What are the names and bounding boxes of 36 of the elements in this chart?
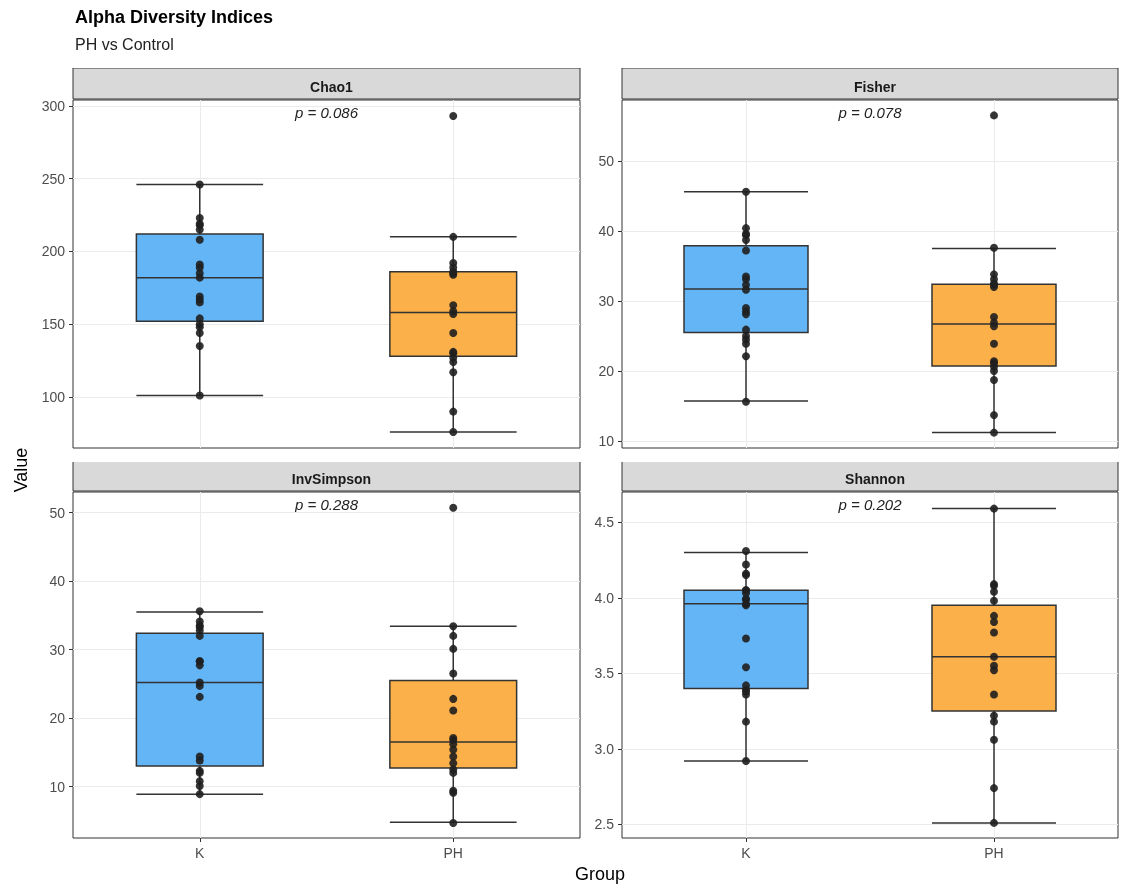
y-tick-label: 3.0	[594, 740, 615, 757]
y-tick-label: 200	[41, 243, 66, 260]
x-tick-label: PH	[443, 845, 463, 861]
y-tick-label: 4.5	[594, 514, 615, 531]
chart-title: Chao1	[310, 79, 354, 95]
chart-title: InvSimpson	[291, 471, 372, 487]
y-tick-label: 10	[49, 778, 66, 795]
y-tick-label: 250	[41, 170, 66, 187]
text: Group	[574, 864, 626, 885]
y-tick-label: 100	[41, 389, 66, 406]
y-tick-label: 50	[49, 504, 66, 521]
x-tick-label: PH	[984, 845, 1004, 861]
annotation: p = 0.202	[837, 496, 903, 513]
chart-title: Fisher	[853, 79, 897, 95]
y-tick-label: 20	[598, 362, 615, 379]
y-tick-label: 2.5	[594, 816, 615, 833]
y-tick-label: 40	[598, 222, 615, 239]
text: PH vs Control	[75, 36, 174, 54]
y-tick-label: 30	[598, 292, 615, 309]
y-tick-label: 40	[49, 573, 66, 590]
y-tick-label: 10	[598, 433, 615, 449]
text: Value	[10, 447, 32, 493]
x-tick-label: K	[741, 845, 752, 861]
y-tick-label: 30	[49, 641, 66, 658]
y-tick-label: 300	[41, 97, 66, 114]
y-tick-label: 4.0	[594, 589, 615, 606]
y-tick-label: 50	[598, 152, 615, 169]
annotation: p = 0.086	[294, 104, 359, 121]
y-tick-label: 20	[49, 710, 66, 727]
y-tick-label: 150	[41, 316, 66, 333]
y-tick-label: 3.5	[594, 665, 615, 682]
x-tick-label: K	[195, 845, 206, 861]
text: Alpha Diversity Indices	[75, 7, 274, 28]
annotation: p = 0.288	[294, 496, 359, 513]
annotation: p = 0.078	[837, 104, 903, 121]
chart-title: Shannon	[845, 471, 905, 487]
